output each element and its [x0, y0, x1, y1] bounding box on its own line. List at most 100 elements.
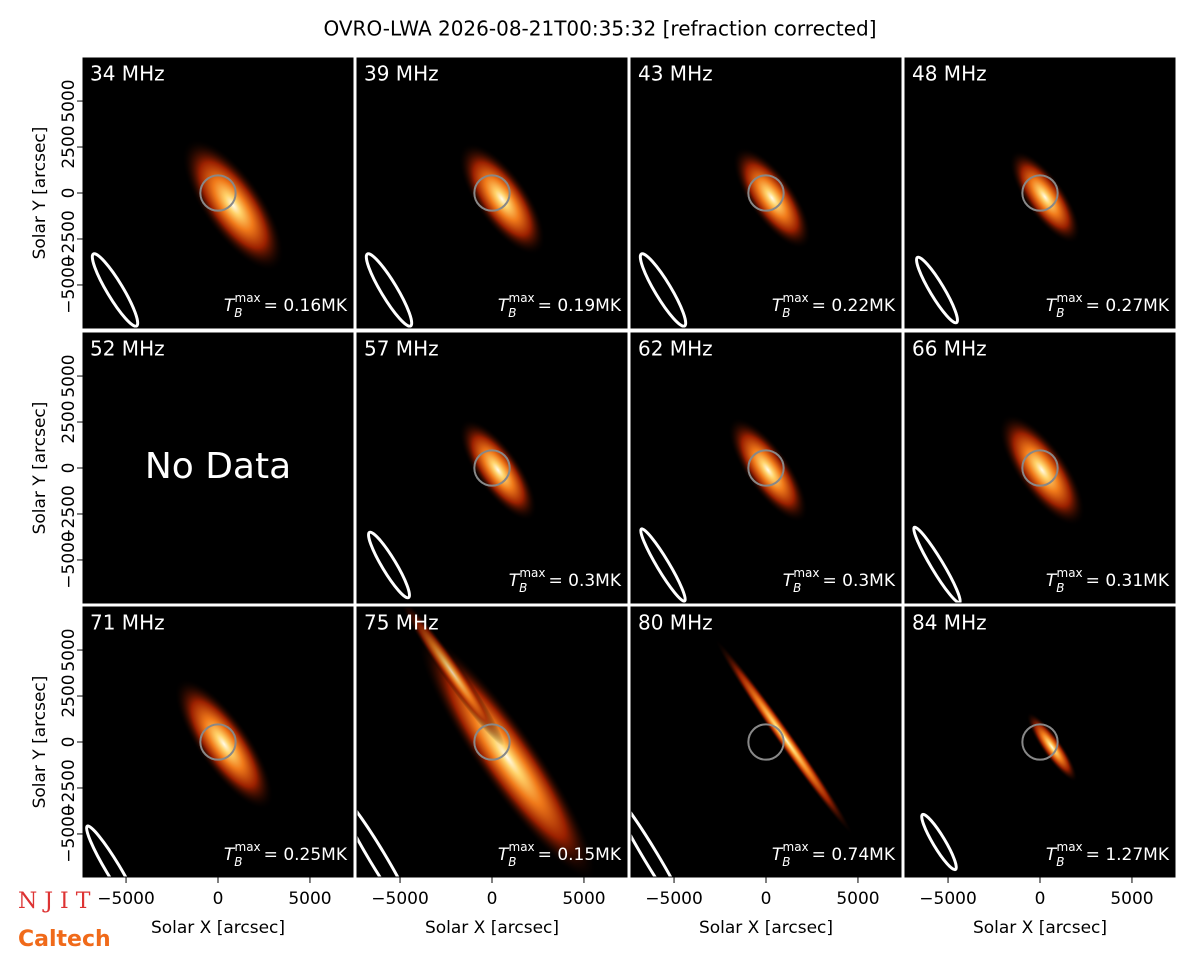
- frequency-label: 80 MHz: [638, 611, 713, 635]
- panel: [83, 607, 353, 877]
- frequency-label: 43 MHz: [638, 62, 713, 86]
- panel: [83, 333, 353, 603]
- beam: [631, 791, 692, 877]
- y-tick-label: −2500: [59, 485, 79, 543]
- tmax-label: TBmax = 0.19MK: [498, 291, 622, 320]
- panel: [905, 333, 1175, 603]
- beam: [915, 255, 959, 325]
- logo-njit: N J I T: [18, 889, 91, 914]
- tmax-symbol: T: [224, 845, 236, 865]
- tmax-label: TBmax = 1.27MK: [1046, 840, 1170, 869]
- tmax-sup: max: [793, 566, 819, 580]
- solar-disk: [747, 723, 785, 761]
- radio-emission: [459, 419, 537, 521]
- panel-frame: [356, 57, 628, 329]
- panel: [357, 58, 627, 328]
- tmax-sub: B: [782, 306, 790, 320]
- y-tick-label: 5000: [59, 79, 79, 122]
- tmax-symbol: T: [1046, 296, 1058, 316]
- tmax-symbol: T: [509, 571, 521, 591]
- y-axis-label: Solar Y [arcsec]: [30, 127, 50, 260]
- x-tick-label: 5000: [836, 889, 879, 909]
- tmax-symbol: T: [1046, 571, 1058, 591]
- radio-emission: [714, 638, 854, 836]
- frequency-label: 52 MHz: [90, 337, 165, 361]
- tmax-label: TBmax = 0.74MK: [772, 840, 896, 869]
- tmax-sup: max: [1057, 840, 1083, 854]
- frequency-label: 34 MHz: [90, 62, 165, 86]
- radio-emission: [1026, 712, 1078, 782]
- tmax-value: = 0.31MK: [1086, 571, 1170, 591]
- panel: [357, 607, 627, 877]
- tmax-label: TBmax = 0.15MK: [498, 840, 622, 869]
- tmax-symbol: T: [224, 296, 236, 316]
- x-axis-label: Solar X [arcsec]: [425, 918, 559, 938]
- panel: [83, 58, 353, 328]
- tmax-sub: B: [519, 581, 527, 595]
- panel: [631, 58, 901, 328]
- y-tick-label: −5000: [59, 805, 79, 863]
- tmax-label: TBmax = 0.16MK: [224, 291, 348, 320]
- radio-emission: [181, 138, 285, 272]
- tmax-value: = 0.74MK: [812, 845, 896, 865]
- panel-frame: [630, 332, 902, 604]
- beam: [90, 252, 140, 328]
- y-tick-label: 0: [59, 188, 79, 199]
- tmax-sup: max: [1057, 291, 1083, 305]
- panel: [631, 333, 901, 603]
- beam: [357, 791, 418, 877]
- x-tick-label: 0: [1035, 889, 1046, 909]
- y-axis-label: Solar Y [arcsec]: [30, 402, 50, 535]
- x-tick-label: 0: [487, 889, 498, 909]
- frequency-label: 66 MHz: [912, 337, 987, 361]
- tmax-symbol: T: [783, 571, 795, 591]
- y-tick-label: 0: [59, 737, 79, 748]
- tmax-symbol: T: [1046, 845, 1058, 865]
- y-tick-label: 2500: [59, 400, 79, 443]
- panel-frame: [630, 57, 902, 329]
- tmax-value: = 0.27MK: [1086, 296, 1170, 316]
- frequency-label: 62 MHz: [638, 337, 713, 361]
- radio-emission: [1009, 150, 1081, 244]
- tmax-sup: max: [519, 566, 545, 580]
- x-axis-label: Solar X [arcsec]: [973, 918, 1107, 938]
- radio-emission: [458, 142, 546, 256]
- tmax-sup: max: [235, 840, 261, 854]
- tmax-label: TBmax = 0.31MK: [1046, 566, 1170, 595]
- x-tick-label: −5000: [97, 889, 155, 909]
- x-tick-label: −5000: [919, 889, 977, 909]
- tmax-sub: B: [234, 306, 242, 320]
- tmax-label: TBmax = 0.3MK: [509, 566, 622, 595]
- y-tick-label: 2500: [59, 125, 79, 168]
- solar-disk: [473, 723, 511, 761]
- y-tick-label: −2500: [59, 210, 79, 268]
- x-tick-label: 0: [761, 889, 772, 909]
- radio-emission: [732, 147, 812, 249]
- y-tick-label: 0: [59, 463, 79, 474]
- solar-disk: [199, 174, 237, 212]
- y-tick-label: −5000: [59, 531, 79, 589]
- y-tick-label: 5000: [59, 628, 79, 671]
- tmax-sup: max: [509, 840, 535, 854]
- y-tick-label: −5000: [59, 256, 79, 314]
- x-tick-label: 5000: [288, 889, 331, 909]
- tmax-value: = 0.22MK: [812, 296, 896, 316]
- tmax-sub: B: [793, 581, 801, 595]
- radio-emission: [174, 678, 274, 810]
- solar-disk: [1021, 449, 1059, 487]
- tmax-label: TBmax = 0.25MK: [224, 840, 348, 869]
- radio-emission: [399, 607, 505, 746]
- frequency-label: 39 MHz: [364, 62, 439, 86]
- tmax-sub: B: [1056, 306, 1064, 320]
- radio-emission: [998, 414, 1086, 526]
- tmax-sub: B: [508, 306, 516, 320]
- tmax-sup: max: [783, 291, 809, 305]
- solar-disk: [1021, 723, 1059, 761]
- solar-disk: [473, 174, 511, 212]
- tmax-sub: B: [234, 855, 242, 869]
- tmax-sub: B: [508, 855, 516, 869]
- panel-frame: [904, 332, 1176, 604]
- solar-disk: [199, 723, 237, 761]
- beam: [367, 530, 411, 600]
